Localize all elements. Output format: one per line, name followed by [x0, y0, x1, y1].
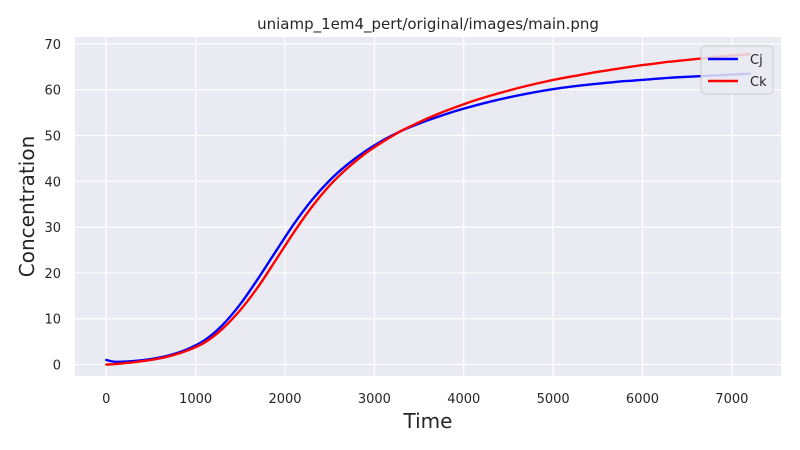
- y-tick-label: 10: [44, 313, 61, 328]
- x-tick-label: 3000: [358, 392, 391, 407]
- x-tick-labels: 0 1000 2000 3000 4000 5000 6000 7000: [102, 392, 748, 407]
- y-tick-label: 30: [44, 221, 61, 236]
- x-axis-label: Time: [403, 409, 453, 433]
- plot-background: [75, 37, 781, 376]
- x-tick-label: 7000: [715, 392, 748, 407]
- x-tick-label: 0: [102, 392, 110, 407]
- x-tick-label: 2000: [268, 392, 301, 407]
- y-tick-label: 70: [44, 38, 61, 53]
- series-lines: [105, 52, 751, 366]
- series-line-ck: [105, 52, 751, 366]
- y-tick-labels: 0 10 20 30 40 50 60 70: [44, 38, 61, 374]
- legend-label-cj: Cj: [750, 53, 763, 68]
- legend-label-ck: Ck: [750, 75, 767, 90]
- y-tick-label: 20: [44, 267, 61, 282]
- y-tick-label: 60: [44, 84, 61, 99]
- x-tick-label: 4000: [447, 392, 480, 407]
- grid: [75, 37, 781, 376]
- chart-title: uniamp_1em4_pert/original/images/main.pn…: [257, 15, 599, 34]
- x-tick-label: 6000: [626, 392, 659, 407]
- legend: Cj Ck: [700, 45, 774, 95]
- x-tick-label: 5000: [537, 392, 570, 407]
- series-line-cj: [105, 72, 751, 364]
- y-axis-label: Concentration: [15, 136, 39, 277]
- y-tick-label: 0: [53, 359, 61, 374]
- y-tick-label: 40: [44, 175, 61, 190]
- x-tick-label: 1000: [179, 392, 212, 407]
- y-tick-label: 50: [44, 129, 61, 144]
